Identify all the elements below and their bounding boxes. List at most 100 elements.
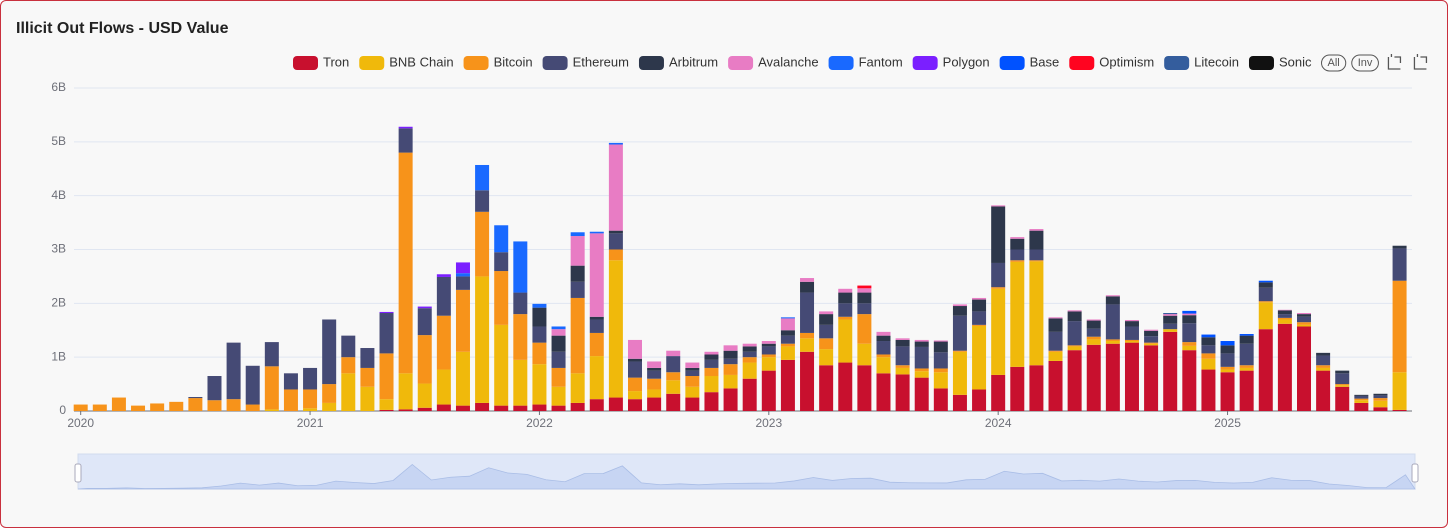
bar-segment	[551, 326, 566, 330]
bar-segment	[608, 249, 623, 261]
bar-segment	[838, 292, 853, 304]
y-tick-label: 3B	[51, 242, 66, 256]
bar-segment	[800, 338, 815, 352]
zoom-handle-right[interactable]	[1411, 463, 1419, 483]
bar-segment	[570, 373, 585, 403]
bar-segment	[1010, 237, 1025, 239]
bar-segment	[952, 315, 967, 351]
bar-segment	[341, 373, 356, 411]
bar-segment	[1105, 304, 1120, 340]
legend-label[interactable]: Optimism	[1099, 54, 1154, 69]
bar-segment	[341, 357, 356, 374]
bar-segment	[494, 405, 509, 411]
legend-button-label[interactable]: Inv	[1358, 57, 1373, 69]
bar-segment	[513, 314, 528, 360]
bar-segment	[1182, 342, 1197, 346]
bar-segment	[628, 399, 643, 411]
bar-segment	[1124, 321, 1139, 327]
bar-segment	[264, 366, 279, 410]
bar-segment	[283, 389, 298, 411]
bar-segment	[283, 373, 298, 390]
legend-label[interactable]: Bitcoin	[494, 54, 533, 69]
bar-segment	[742, 351, 757, 358]
bar-segment	[972, 299, 987, 312]
legend-label[interactable]: Avalanche	[758, 54, 818, 69]
bar-segment	[800, 351, 815, 411]
x-tick-label: 2021	[297, 416, 324, 430]
bar-segment	[1373, 395, 1388, 399]
bar-segment	[608, 397, 623, 411]
bar-segment	[417, 308, 432, 336]
bar-segment	[742, 343, 757, 347]
bar-segment	[188, 398, 203, 411]
bar-segment	[742, 362, 757, 379]
bar-segment	[723, 345, 738, 351]
legend-button[interactable]	[1321, 54, 1347, 72]
bar-segment	[1220, 366, 1235, 370]
legend-label[interactable]: Sonic	[1279, 54, 1312, 69]
restore-icon[interactable]	[1413, 54, 1428, 70]
bar-segment	[1067, 321, 1082, 346]
bar-segment	[972, 325, 987, 390]
bar-segment	[1048, 318, 1063, 332]
legend-button-label[interactable]: All	[1328, 57, 1340, 69]
zoom-icon[interactable]	[1387, 54, 1402, 70]
bar-segment	[666, 393, 681, 411]
bar-segment	[1010, 238, 1025, 250]
zoom-handle-left[interactable]	[74, 463, 82, 483]
bar-segment	[1316, 355, 1331, 366]
bar-segment	[1086, 320, 1101, 329]
bar-segment	[455, 405, 470, 411]
bar-segment	[532, 303, 547, 308]
bar-segment	[666, 356, 681, 373]
legend-label[interactable]: Tron	[323, 54, 349, 69]
bar-segment	[1220, 341, 1235, 346]
legend-label[interactable]: Litecoin	[1194, 54, 1239, 69]
y-tick-label: 5B	[51, 134, 66, 148]
bar-segment	[628, 391, 643, 400]
bar-segment	[704, 367, 719, 377]
bar-segment	[494, 252, 509, 272]
bar-segment	[1277, 314, 1292, 318]
bar-segment	[1258, 287, 1273, 302]
legend-label[interactable]: Base	[1030, 54, 1060, 69]
bar-segment	[589, 332, 604, 357]
bar-segment	[1258, 301, 1273, 303]
bar-segment	[742, 346, 757, 352]
bar-segment	[1239, 343, 1254, 366]
bar-segment	[1086, 319, 1101, 321]
bar-segment	[532, 364, 547, 405]
bar-segment	[398, 409, 413, 411]
bar-segment	[1067, 350, 1082, 411]
bar-segment	[1316, 365, 1331, 368]
bar-segment	[723, 364, 738, 375]
legend-label[interactable]: Polygon	[943, 54, 990, 69]
bar-segment	[1258, 282, 1273, 288]
bar-segment	[570, 281, 585, 298]
bar-segment	[991, 206, 1006, 263]
bar-segment	[1201, 369, 1216, 411]
legend-label[interactable]: Arbitrum	[669, 54, 718, 69]
bar-segment	[1048, 317, 1063, 319]
bar-segment	[1258, 302, 1273, 330]
bar-segment	[704, 392, 719, 411]
bar-segment	[1163, 331, 1178, 411]
zoom-preview	[77, 463, 1416, 490]
legend-button[interactable]	[1351, 54, 1379, 72]
bar-segment	[379, 313, 394, 354]
legend-label[interactable]: Fantom	[859, 54, 903, 69]
bar-segment	[761, 354, 776, 358]
bar-segment	[1124, 341, 1139, 343]
legend-label[interactable]: BNB Chain	[389, 54, 453, 69]
bar-segment	[628, 358, 643, 362]
bar-segment	[933, 341, 948, 353]
bar-segment	[685, 367, 700, 371]
bar-segment	[379, 399, 394, 410]
bar-segment	[1144, 345, 1159, 411]
bar-segment	[1258, 329, 1273, 411]
legend-label[interactable]: Ethereum	[573, 54, 629, 69]
bar-segment	[628, 339, 643, 359]
bar-segment	[761, 346, 776, 355]
